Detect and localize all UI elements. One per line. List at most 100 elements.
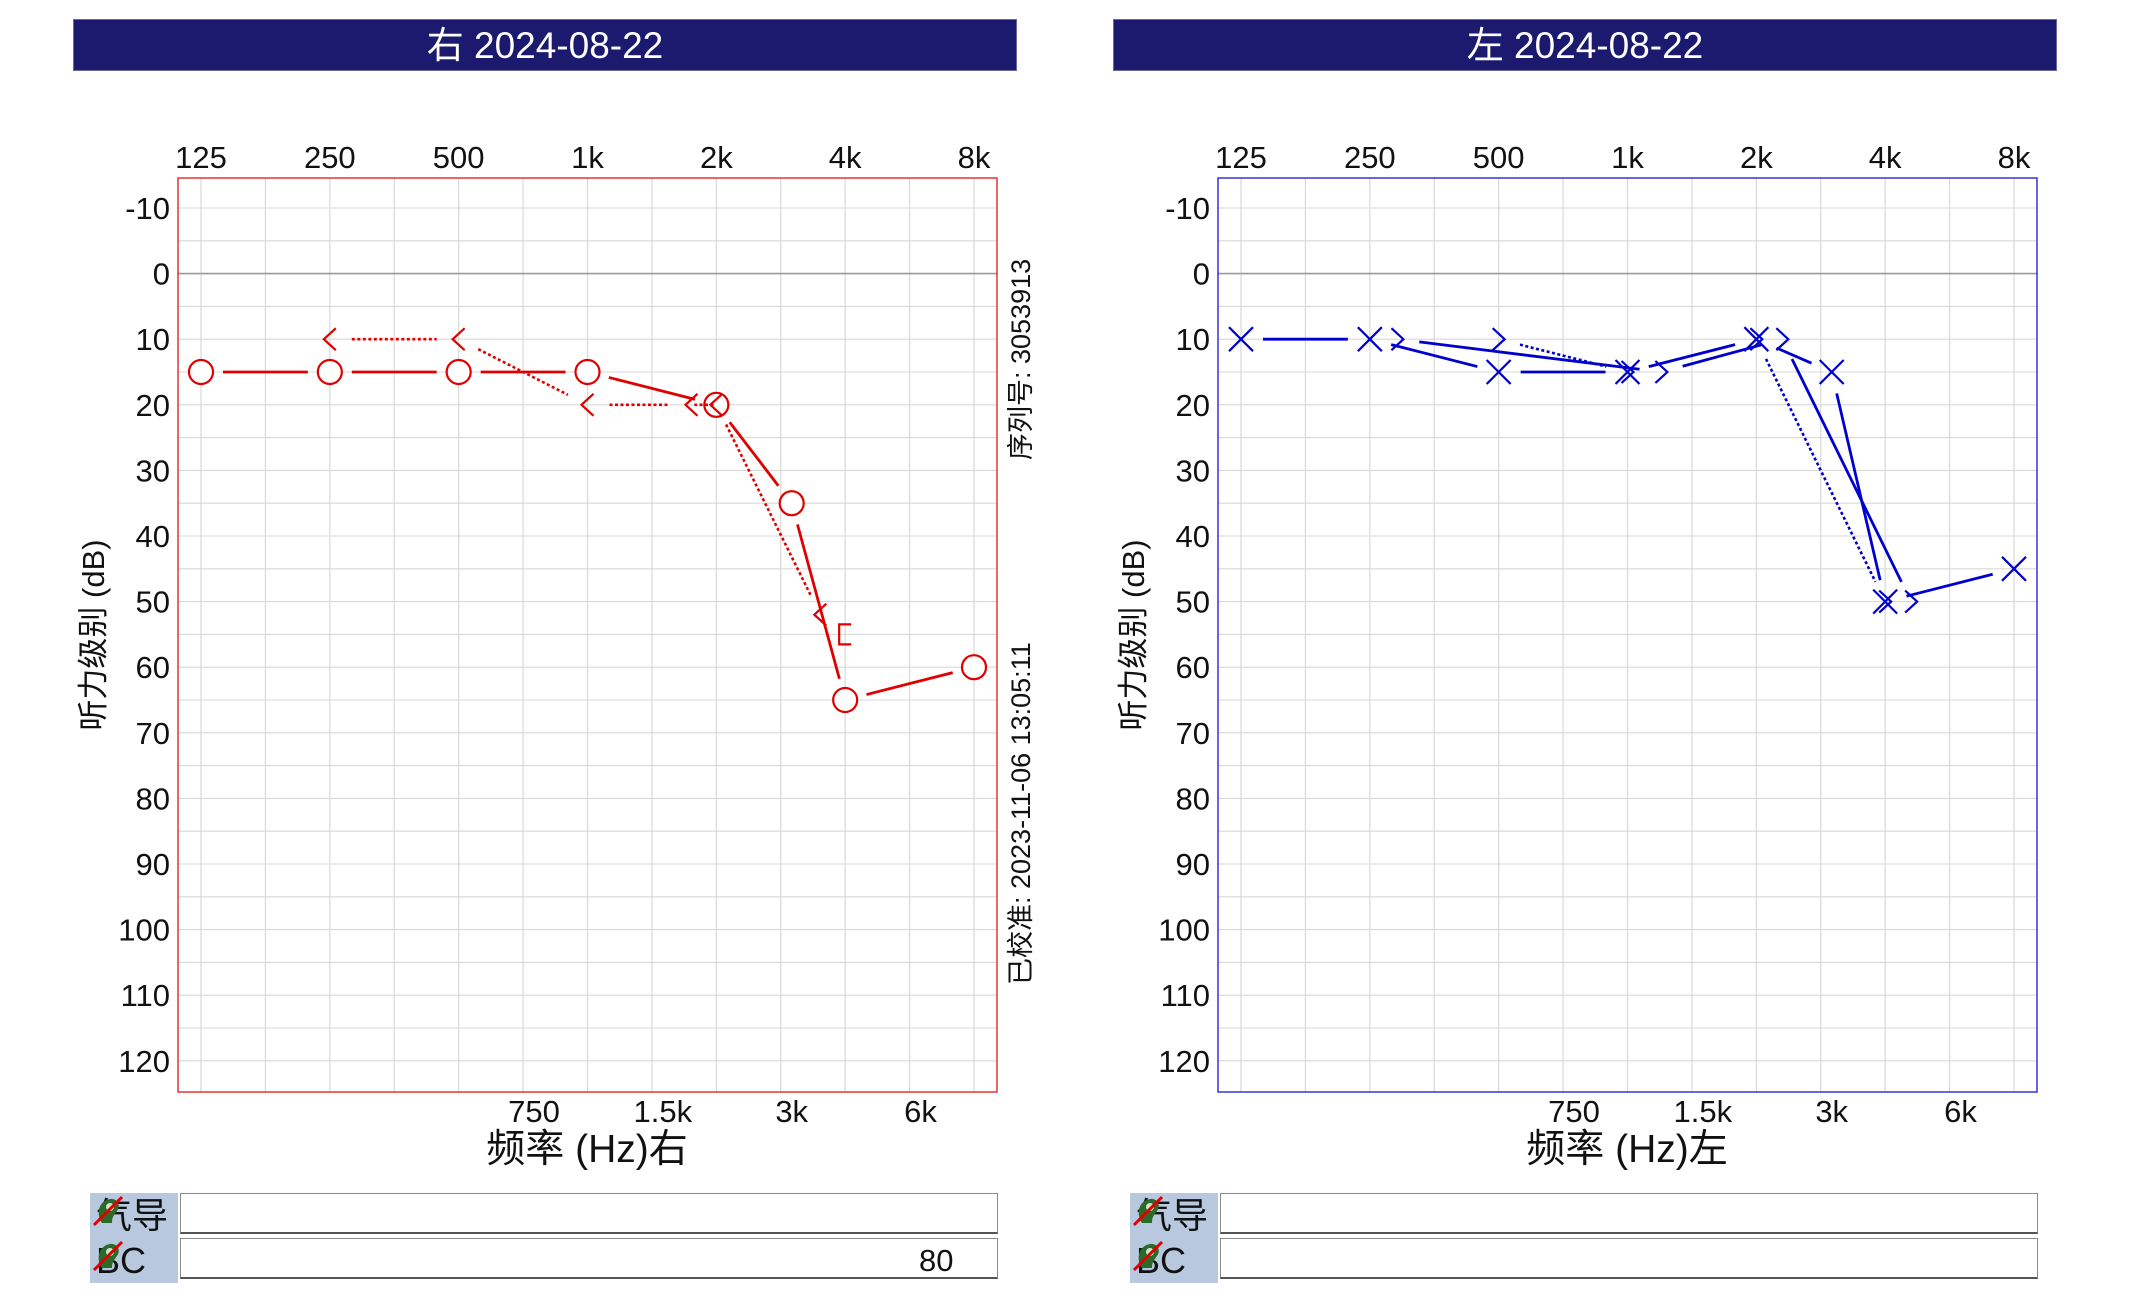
marker-circle	[445, 358, 472, 386]
marker-bracket-right	[1654, 360, 1670, 384]
masking-icon[interactable]	[90, 1193, 126, 1229]
marker-cross	[1872, 588, 1898, 615]
masking-icon[interactable]	[1130, 1238, 1166, 1274]
freq-tick-label: 250	[304, 140, 356, 175]
series-line-segment	[477, 348, 569, 396]
marker-circle	[703, 391, 730, 418]
db-tick-label: 90	[1176, 847, 1210, 882]
db-tick-label: 80	[1176, 781, 1210, 816]
db-tick-label: 10	[136, 322, 170, 357]
freq-mid-tick-label: 3k	[1815, 1094, 1848, 1129]
freq-tick-label: 125	[175, 140, 227, 175]
marker-cross	[2001, 556, 2027, 582]
freq-tick-label: 500	[433, 140, 485, 175]
series-line-segment	[1906, 572, 1994, 598]
db-tick-label: 30	[1176, 453, 1210, 488]
marker-cross	[1357, 326, 1383, 352]
marker-cross	[1485, 359, 1512, 385]
freq-tick-label: 125	[1215, 140, 1267, 175]
freq-tick-label: 500	[1473, 140, 1525, 175]
series-line-segment	[1775, 346, 1813, 365]
marker-circle	[960, 654, 988, 681]
marker-cross	[1818, 359, 1845, 385]
marker-bracket-left	[812, 602, 828, 627]
db-tick-label: 70	[1176, 716, 1210, 751]
db-tick-label: 120	[118, 1044, 170, 1079]
marker-cross	[1228, 326, 1254, 352]
series-line-segment	[1419, 340, 1640, 371]
right-ear-panel: 右 2024-08-22 125 250 500 1k 2k 4k 8k 750 1.5k 3k 6…	[0, 0, 1040, 1308]
db-tick-label: 100	[1158, 913, 1210, 948]
db-tick-label: 60	[1176, 650, 1210, 685]
series-line-segment	[1790, 358, 1903, 583]
serial-number-text: 序列号: 3053913	[1006, 259, 1036, 460]
plot-frame	[1217, 177, 2038, 1093]
marker-circle	[574, 358, 601, 386]
marker-bracket-right	[1749, 327, 1764, 352]
left-results-value-bc	[1220, 1238, 2038, 1279]
marker-circle	[832, 686, 859, 714]
plot-frame	[177, 177, 998, 1093]
marker-bracket-right	[1904, 589, 1919, 614]
series-line-segment	[724, 423, 812, 596]
freq-tick-label: 2k	[1740, 140, 1773, 175]
freq-tick-label: 8k	[1998, 140, 2031, 175]
marker-bracket-right	[1775, 327, 1790, 352]
freq-mid-tick-label: 1.5k	[1674, 1094, 1733, 1129]
grid	[1218, 178, 2037, 1092]
series-line-segment	[1648, 343, 1736, 368]
left-ear-header: 左 2024-08-22	[1114, 20, 2056, 70]
marker-circle	[187, 358, 215, 386]
x-axis-label: 频率 (Hz)左	[1526, 1128, 1727, 1171]
series-line-segment	[796, 524, 841, 680]
series-line-segment	[728, 421, 780, 487]
right-ear-header: 右 2024-08-22	[74, 20, 1016, 70]
db-tick-label: 10	[1176, 322, 1210, 357]
freq-tick-label: 250	[1344, 140, 1396, 175]
freq-tick-label: 1k	[1611, 140, 1644, 175]
db-tick-label: 80	[136, 781, 170, 816]
marker-circle	[778, 490, 805, 517]
marker-bracket-left	[579, 392, 595, 417]
db-tick-label: 120	[1158, 1044, 1210, 1079]
series-line-segment	[1835, 393, 1882, 581]
left-results-row-bc: BC	[1130, 1238, 2040, 1283]
calibration-text: 已校准: 2023-11-06 13:05:11	[1006, 642, 1036, 985]
left-audiogram-chart: 125 250 500 1k 2k 4k 8k 750 1.5k 3k 6k -10 0 10 20 30 40…	[1116, 140, 2038, 1171]
left-results-label-ac: 气导	[1130, 1193, 1218, 1238]
grid	[178, 178, 997, 1092]
freq-tick-label: 8k	[958, 140, 991, 175]
db-tick-label: 70	[136, 716, 170, 751]
db-tick-label: 20	[136, 388, 170, 423]
db-tick-label: 0	[153, 257, 170, 292]
db-tick-label: 30	[136, 453, 170, 488]
db-tick-label: 0	[1193, 257, 1210, 292]
db-tick-label: 60	[136, 650, 170, 685]
marker-bracket-left	[451, 327, 466, 352]
freq-mid-tick-label: 6k	[904, 1094, 937, 1129]
freq-mid-tick-label: 3k	[775, 1094, 808, 1129]
marker-bracket-square	[838, 623, 852, 646]
masking-icon[interactable]	[1130, 1193, 1166, 1229]
db-tick-label: 20	[1176, 388, 1210, 423]
marker-bracket-right	[1620, 360, 1636, 384]
marker-bracket-right	[1390, 327, 1406, 352]
db-tick-label: 100	[118, 913, 170, 948]
left-ear-panel: 左 2024-08-22 125 250 500 1k 2k 4k 8k 750 1.5k 3k 6…	[1040, 0, 2080, 1308]
series-line-segment	[1390, 343, 1478, 368]
right-results-value-bc: 80	[180, 1238, 998, 1279]
freq-tick-label: 4k	[829, 140, 862, 175]
series-line-segment	[866, 671, 954, 696]
marker-bracket-right	[1491, 327, 1507, 352]
db-tick-label: 90	[136, 847, 170, 882]
right-results-value-ac	[180, 1193, 998, 1234]
db-tick-label: -10	[125, 191, 170, 226]
x-axis-label: 频率 (Hz)右	[486, 1128, 687, 1171]
db-tick-label: 50	[136, 585, 170, 620]
masking-icon[interactable]	[90, 1238, 126, 1274]
y-axis-label: 听力级别 (dB)	[76, 539, 111, 730]
left-results-row-ac: 气导	[1130, 1193, 2040, 1238]
freq-tick-label: 4k	[1869, 140, 1902, 175]
freq-tick-label: 1k	[571, 140, 604, 175]
marker-bracket-left	[322, 327, 337, 352]
